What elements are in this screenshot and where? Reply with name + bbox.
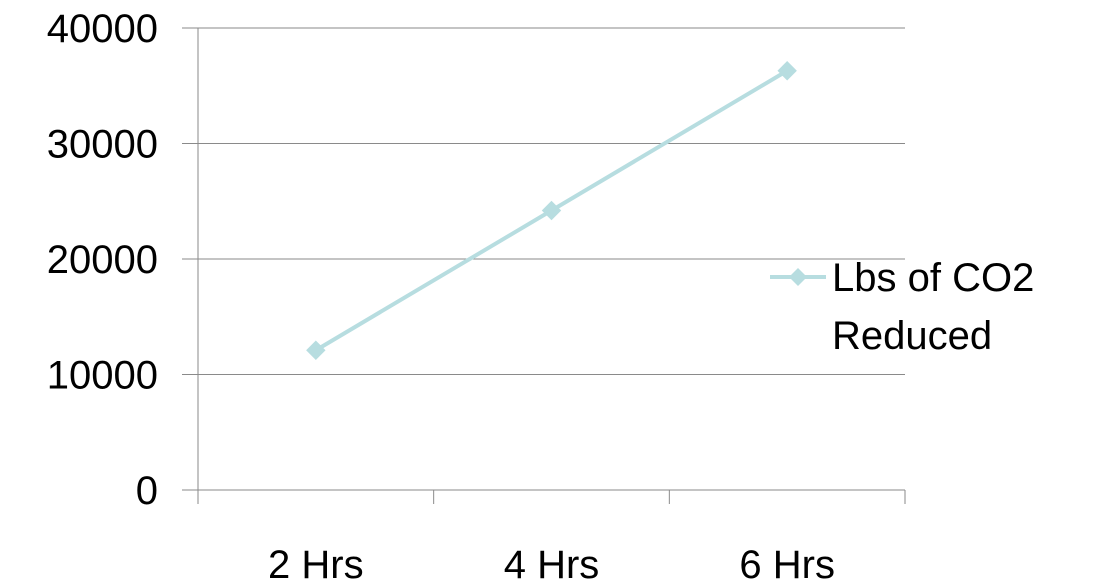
x-tick-label: 4 Hrs bbox=[504, 543, 600, 585]
y-tick-label: 0 bbox=[136, 469, 158, 513]
y-tick-label: 40000 bbox=[47, 7, 158, 51]
y-tick-label: 30000 bbox=[47, 123, 158, 167]
data-point-marker bbox=[541, 200, 562, 221]
x-tick-label: 6 Hrs bbox=[739, 543, 835, 585]
y-tick-label: 10000 bbox=[47, 354, 158, 398]
legend-marker-swatch bbox=[789, 268, 807, 286]
legend-label-line: Lbs of CO2 bbox=[832, 256, 1034, 300]
y-tick-label: 20000 bbox=[47, 238, 158, 282]
x-tick-label: 2 Hrs bbox=[268, 543, 364, 585]
data-point-marker bbox=[777, 61, 797, 81]
data-point-marker bbox=[306, 340, 326, 360]
legend-label-line: Reduced bbox=[832, 314, 992, 358]
